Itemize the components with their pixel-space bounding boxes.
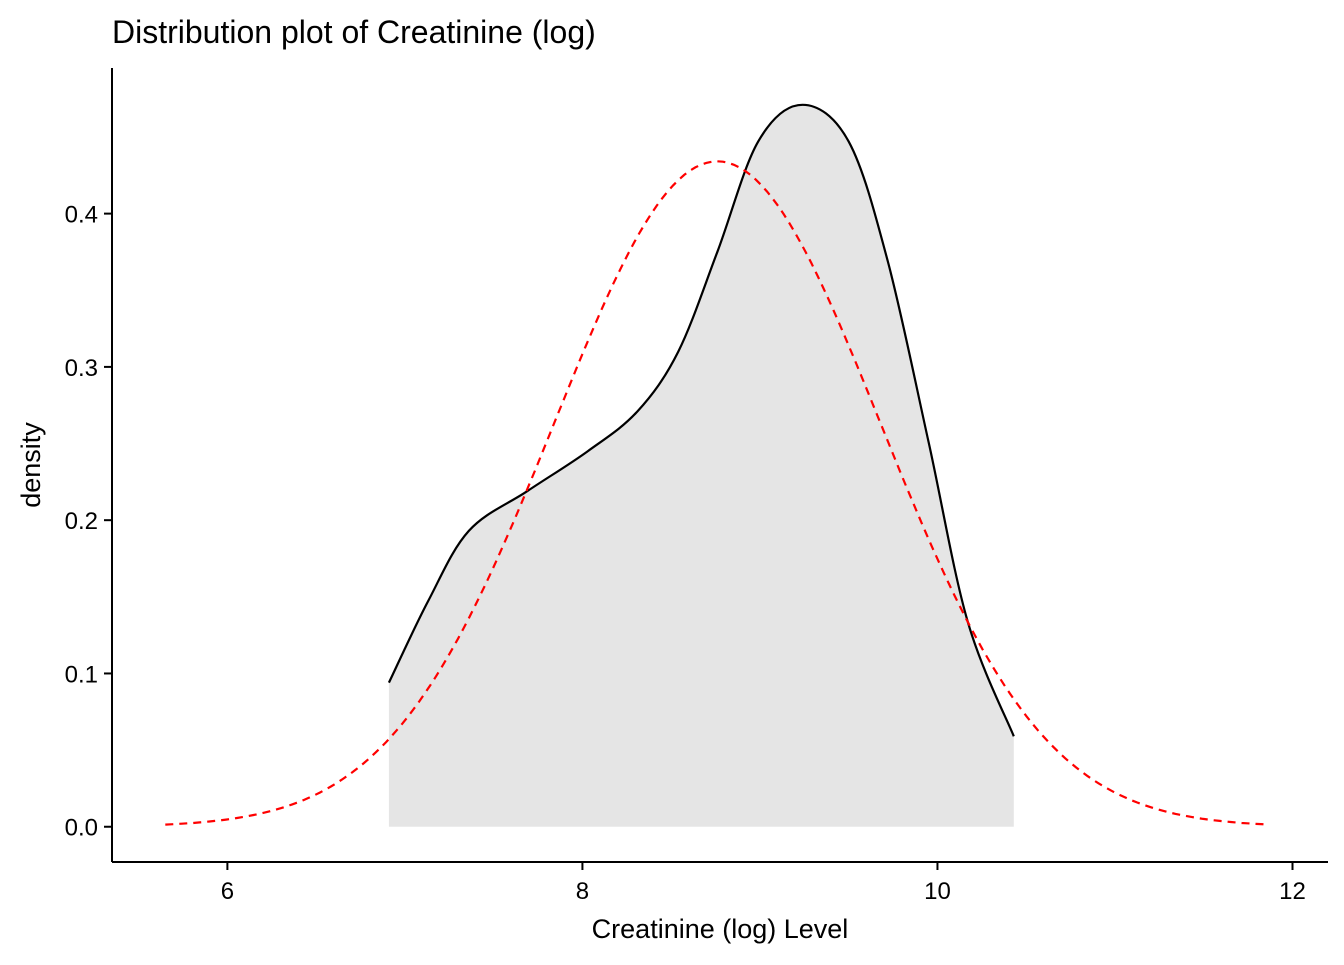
x-axis-label: Creatinine (log) Level xyxy=(592,914,849,944)
x-tick-label: 10 xyxy=(924,878,951,905)
normal-fit-line xyxy=(165,160,1270,826)
x-ticks: 6 8 10 12 xyxy=(221,862,1306,905)
x-tick-label: 12 xyxy=(1279,878,1306,905)
x-tick-label: 8 xyxy=(576,878,589,905)
y-tick-label: 0.1 xyxy=(65,661,98,688)
y-tick-label: 0.4 xyxy=(65,202,98,229)
y-tick-label: 0.2 xyxy=(65,508,98,535)
y-tick-label: 0.0 xyxy=(65,815,98,842)
density-area xyxy=(388,104,1014,827)
plot-area xyxy=(165,103,1270,827)
chart-title: Distribution plot of Creatinine (log) xyxy=(112,14,596,50)
x-tick-label: 6 xyxy=(221,878,234,905)
density-line xyxy=(387,103,1015,737)
y-ticks: 0.0 0.1 0.2 0.3 0.4 xyxy=(65,202,112,842)
y-tick-label: 0.3 xyxy=(65,355,98,382)
y-axis-label: density xyxy=(16,422,46,508)
